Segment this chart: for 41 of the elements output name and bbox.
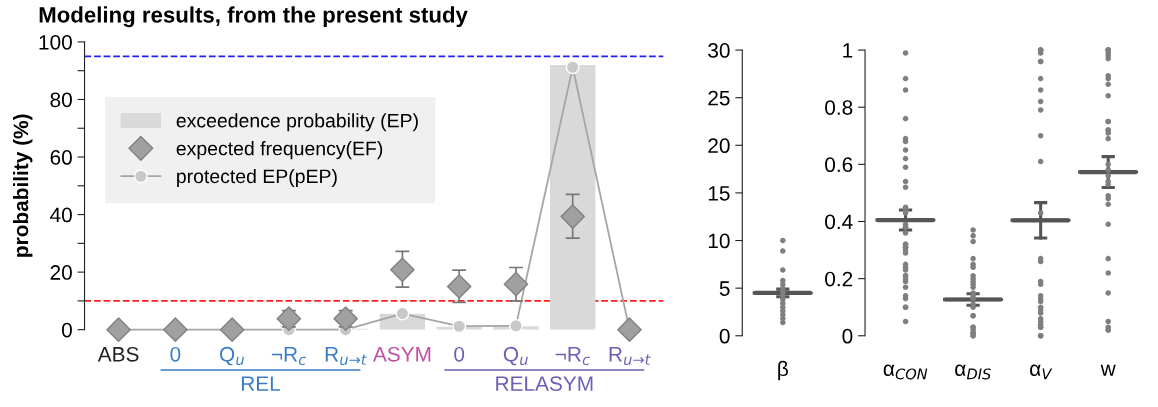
y-tick-label: 25 [708,90,730,106]
y-tick-label: 0.4 [825,214,853,230]
x-tick-label: ¬R$_{c}$ [555,347,590,366]
y-tick-label: 10 [708,233,730,249]
x-tick-label: β [778,360,788,381]
x-tick-label: 0 [170,346,181,362]
x-tick-label: ABS [97,346,139,362]
legend-label: protected EP(pEP) [177,168,337,188]
y-tick-label: 60 [50,150,72,165]
x-tick-label: ASYM [372,346,431,362]
y-tick-label: 15 [708,186,730,201]
x-tick-label: 0 [454,346,465,362]
x-tick-label: w [1100,364,1116,376]
y-tick-label: 0 [61,322,72,338]
legend-label: expected frequency(EF) [176,141,383,160]
x-tick-label: R$_{u→t}$ [609,347,651,366]
chart-title: Modeling results, from the present study [39,6,468,28]
y-tick-label: 100 [39,34,72,50]
y-tick-label: 0.8 [825,100,853,115]
x-tick-label: ¬R$_{c}$ [271,347,307,366]
y-tick-label: 1 [843,43,853,58]
y-tick-label: 80 [50,92,72,108]
y-axis-title: probability (%) [13,114,33,257]
y-tick-label: 40 [50,207,72,223]
y-tick-label: 0 [719,328,730,344]
x-tick-label: α$_{V}$ [1030,364,1053,380]
text: RELASYM [496,376,593,392]
y-tick-label: 20 [708,138,730,154]
y-tick-label: 0 [842,328,853,344]
x-tick-label: Q$_{u}$ [219,346,244,366]
x-tick-label: R$_{u→t}$ [325,347,367,366]
y-tick-label: 30 [708,43,730,58]
y-tick-label: 0.2 [825,271,853,287]
y-tick-label: 5 [719,281,730,296]
x-tick-label: Q$_{u}$ [503,346,528,366]
text: REL [241,376,281,391]
y-tick-label: 20 [50,265,72,280]
y-tick-label: 0.6 [825,157,853,173]
x-tick-label: α$_{DIS}$ [955,364,991,380]
x-tick-label: α$_{CON}$ [883,364,928,380]
legend-label: exceedence probability (EP) [176,113,418,132]
